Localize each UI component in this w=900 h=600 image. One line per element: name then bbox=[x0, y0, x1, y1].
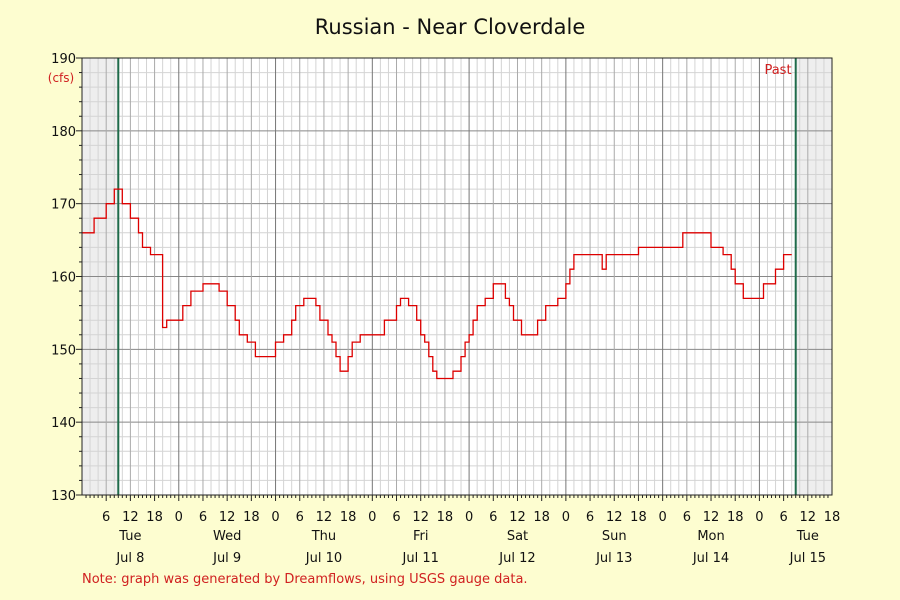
chart-title: Russian - Near Cloverdale bbox=[315, 15, 586, 39]
x-tick-label: 0 bbox=[368, 510, 376, 525]
day-name-label: Sat bbox=[507, 529, 528, 544]
x-tick-label: 12 bbox=[509, 510, 526, 525]
x-tick-label: 6 bbox=[683, 510, 691, 525]
day-labels: Tue Jul 8 Wed Jul 9 Thu Jul 10 Fri Jul 11 Sat Jul… bbox=[115, 529, 826, 566]
x-tick-label: 18 bbox=[824, 510, 841, 525]
day-name-label: Thu bbox=[311, 529, 336, 544]
date-label: Jul 9 bbox=[212, 551, 241, 566]
date-label: Jul 15 bbox=[789, 551, 826, 566]
y-tick-label: 140 bbox=[51, 416, 76, 431]
y-tick-label: 190 bbox=[51, 52, 76, 67]
source-note: Note: graph was generated by Dreamflows,… bbox=[82, 572, 528, 587]
axis-ticks bbox=[76, 57, 829, 501]
x-tick-label: 12 bbox=[316, 510, 333, 525]
x-tick-label: 0 bbox=[465, 510, 473, 525]
x-tick-label: 18 bbox=[437, 510, 454, 525]
y-axis-tick-labels: 130 140 150 160 170 180 190 bbox=[51, 52, 76, 504]
x-tick-label: 0 bbox=[562, 510, 570, 525]
x-tick-label: 18 bbox=[146, 510, 163, 525]
x-tick-label: 6 bbox=[392, 510, 400, 525]
day-name-label: Mon bbox=[697, 529, 724, 544]
x-tick-label: 6 bbox=[489, 510, 497, 525]
date-label: Jul 8 bbox=[115, 551, 144, 566]
day-name-label: Tue bbox=[796, 529, 819, 544]
x-tick-label: 18 bbox=[340, 510, 357, 525]
date-label: Jul 10 bbox=[305, 551, 342, 566]
x-tick-label: 6 bbox=[779, 510, 787, 525]
x-tick-label: 18 bbox=[727, 510, 744, 525]
y-tick-label: 160 bbox=[51, 271, 76, 286]
date-label: Jul 12 bbox=[498, 551, 535, 566]
x-axis-tick-labels: 6 12 18 0 6 12 18 0 6 12 18 0 6 12 18 0 6 12 18 0 6 12 18 0 6 12 1… bbox=[102, 510, 840, 525]
x-tick-label: 18 bbox=[533, 510, 550, 525]
x-tick-label: 12 bbox=[412, 510, 429, 525]
x-tick-label: 0 bbox=[175, 510, 183, 525]
date-label: Jul 13 bbox=[595, 551, 632, 566]
x-tick-label: 12 bbox=[703, 510, 720, 525]
x-tick-label: 0 bbox=[271, 510, 279, 525]
day-name-label: Tue bbox=[118, 529, 141, 544]
x-tick-label: 18 bbox=[630, 510, 647, 525]
date-label: Jul 14 bbox=[692, 551, 729, 566]
x-tick-label: 6 bbox=[296, 510, 304, 525]
y-unit-label: (cfs) bbox=[48, 71, 74, 85]
date-label: Jul 11 bbox=[402, 551, 439, 566]
flow-series-line bbox=[82, 188, 792, 380]
x-tick-label: 12 bbox=[606, 510, 623, 525]
x-tick-label: 12 bbox=[122, 510, 139, 525]
x-tick-label: 6 bbox=[586, 510, 594, 525]
y-tick-label: 170 bbox=[51, 198, 76, 213]
x-tick-label: 6 bbox=[199, 510, 207, 525]
x-tick-label: 18 bbox=[243, 510, 260, 525]
x-tick-label: 0 bbox=[659, 510, 667, 525]
day-name-label: Fri bbox=[413, 529, 429, 544]
x-tick-label: 12 bbox=[800, 510, 817, 525]
x-tick-label: 0 bbox=[755, 510, 763, 525]
past-label: Past bbox=[764, 63, 791, 78]
y-tick-label: 150 bbox=[51, 343, 76, 358]
day-name-label: Wed bbox=[213, 529, 241, 544]
x-tick-label: 12 bbox=[219, 510, 236, 525]
y-tick-label: 180 bbox=[51, 125, 76, 140]
y-tick-label: 130 bbox=[51, 489, 76, 504]
x-tick-label: 6 bbox=[102, 510, 110, 525]
major-grid bbox=[82, 58, 832, 495]
day-name-label: Sun bbox=[602, 529, 627, 544]
